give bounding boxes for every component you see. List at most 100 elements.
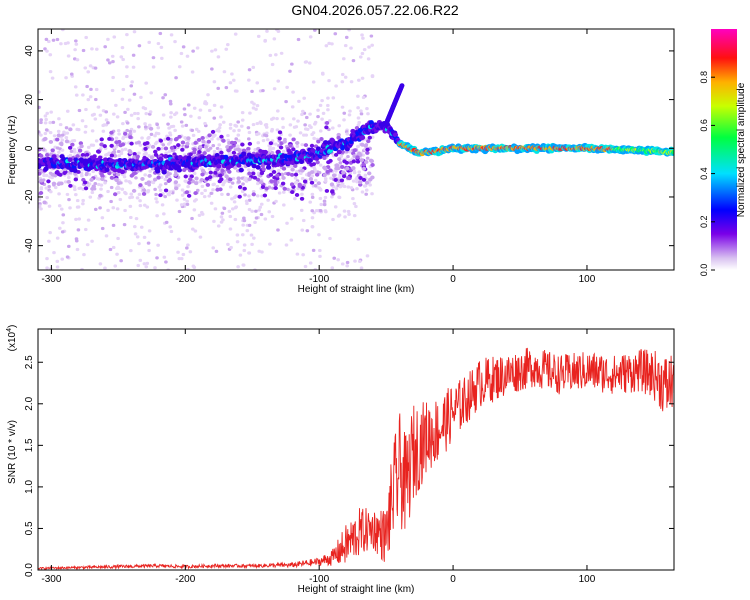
spectrogram-point: [38, 105, 41, 109]
spectrogram-point: [342, 209, 347, 213]
spectrogram-point: [48, 131, 53, 135]
spectrogram-point: [333, 32, 338, 36]
spectrogram-point: [222, 206, 227, 211]
spectrogram-point: [271, 169, 277, 174]
spectrogram-point: [158, 31, 163, 36]
spectrogram-point: [129, 141, 134, 146]
spectrogram-point: [240, 118, 245, 122]
spectrogram-point: [74, 42, 79, 46]
spectrogram-point: [84, 124, 88, 129]
spectrogram-point: [74, 217, 78, 221]
spectrogram-point: [133, 111, 137, 116]
spectrogram-point: [173, 180, 179, 185]
spectrogram-point: [74, 39, 78, 43]
spectrogram-point: [186, 103, 191, 107]
spectrogram-point: [93, 207, 98, 211]
spectrogram-point: [45, 256, 49, 261]
spectrogram-point: [340, 72, 345, 77]
spectrogram-point: [220, 192, 224, 196]
spectrogram-point: [359, 135, 366, 140]
spectrogram-point: [128, 195, 132, 200]
spectrogram-point: [309, 143, 315, 148]
spectrogram-point: [355, 155, 360, 160]
spectrogram-point: [240, 176, 245, 180]
spectrogram-point: [44, 37, 49, 42]
snr-y-label: SNR (10 * v/v): [7, 420, 18, 484]
spectrogram-point: [363, 143, 368, 148]
spectrogram-point: [288, 143, 293, 148]
spectrogram-point: [247, 130, 252, 135]
spectrogram-point: [212, 149, 217, 154]
spectrogram-point: [240, 233, 245, 237]
spectrogram-point: [322, 156, 327, 161]
spectrogram-point: [116, 149, 121, 154]
spectrogram-point: [310, 192, 315, 197]
spectrogram-point: [311, 131, 316, 135]
spectrogram-point: [147, 173, 152, 178]
spectrogram-point: [93, 182, 98, 186]
spectrogram-point: [248, 111, 252, 115]
spectrogram-point: [263, 39, 267, 43]
spectrogram-point: [129, 192, 134, 196]
spectrogram-point: [160, 203, 165, 207]
spectrogram-point: [318, 103, 323, 107]
spectrogram-point: [347, 113, 352, 117]
spectrogram-point: [90, 239, 94, 243]
spectrogram-point: [59, 141, 64, 146]
spectrogram-point: [255, 103, 260, 108]
figure-title: GN04.2026.057.22.06.R22: [291, 2, 459, 18]
spectrogram-point: [318, 163, 323, 167]
spectrogram-point: [163, 188, 169, 193]
spectrogram-point: [155, 256, 159, 260]
spectrogram-point: [72, 150, 77, 154]
spectrogram-point: [305, 229, 310, 233]
spectrogram-point: [158, 188, 163, 192]
spectrogram-point: [355, 180, 359, 184]
spectrogram-point: [38, 130, 41, 134]
spectrogram-point: [107, 171, 112, 176]
spectrogram-point: [51, 181, 57, 186]
spectrogram-point: [180, 188, 185, 192]
spectrogram-point: [163, 93, 168, 97]
spectrogram-point: [50, 76, 55, 80]
spectrogram-point: [70, 142, 75, 147]
spectrogram-point: [67, 145, 73, 150]
spectrogram-point: [399, 83, 405, 88]
spectrogram-point: [360, 33, 364, 37]
spectrogram-point: [341, 57, 346, 61]
spectrogram-point: [91, 143, 96, 147]
spectrogram-point: [127, 155, 132, 159]
spectrogram-point: [228, 227, 233, 231]
spectrogram-point: [96, 105, 101, 109]
spectrogram-point: [299, 196, 305, 201]
spectrogram-point: [285, 221, 289, 225]
spectrogram-point: [187, 180, 192, 185]
spectrogram-point: [77, 217, 82, 221]
spectrogram-point: [55, 265, 60, 269]
spectrogram-point: [86, 218, 91, 222]
spectrogram-point: [213, 133, 217, 137]
spectrogram-point: [356, 144, 360, 149]
spectrogram-point: [60, 230, 65, 234]
spectrogram-point: [362, 48, 367, 52]
spectrogram-point: [99, 142, 104, 147]
spectrogram-point: [261, 139, 266, 143]
spectrogram-point: [323, 140, 329, 145]
spectrogram-point: [109, 143, 114, 148]
spectrogram-point: [64, 135, 69, 140]
spectrogram-point: [75, 205, 80, 209]
spectrogram-point: [55, 137, 60, 142]
spectrogram-point: [164, 220, 169, 225]
spectrogram-point: [161, 113, 166, 117]
spectrogram-point: [281, 125, 285, 130]
y-tick-label: 20: [24, 94, 35, 106]
spectrogram-point: [360, 76, 365, 80]
spectrogram-point: [174, 136, 179, 141]
spectrogram-point: [44, 128, 49, 132]
spectrogram-point: [93, 66, 98, 70]
spectrogram-point: [129, 249, 133, 253]
spectrogram-point: [219, 220, 224, 224]
spectrogram-point: [131, 53, 136, 57]
spectrogram-point: [94, 97, 98, 102]
spectrogram-point: [238, 167, 244, 173]
